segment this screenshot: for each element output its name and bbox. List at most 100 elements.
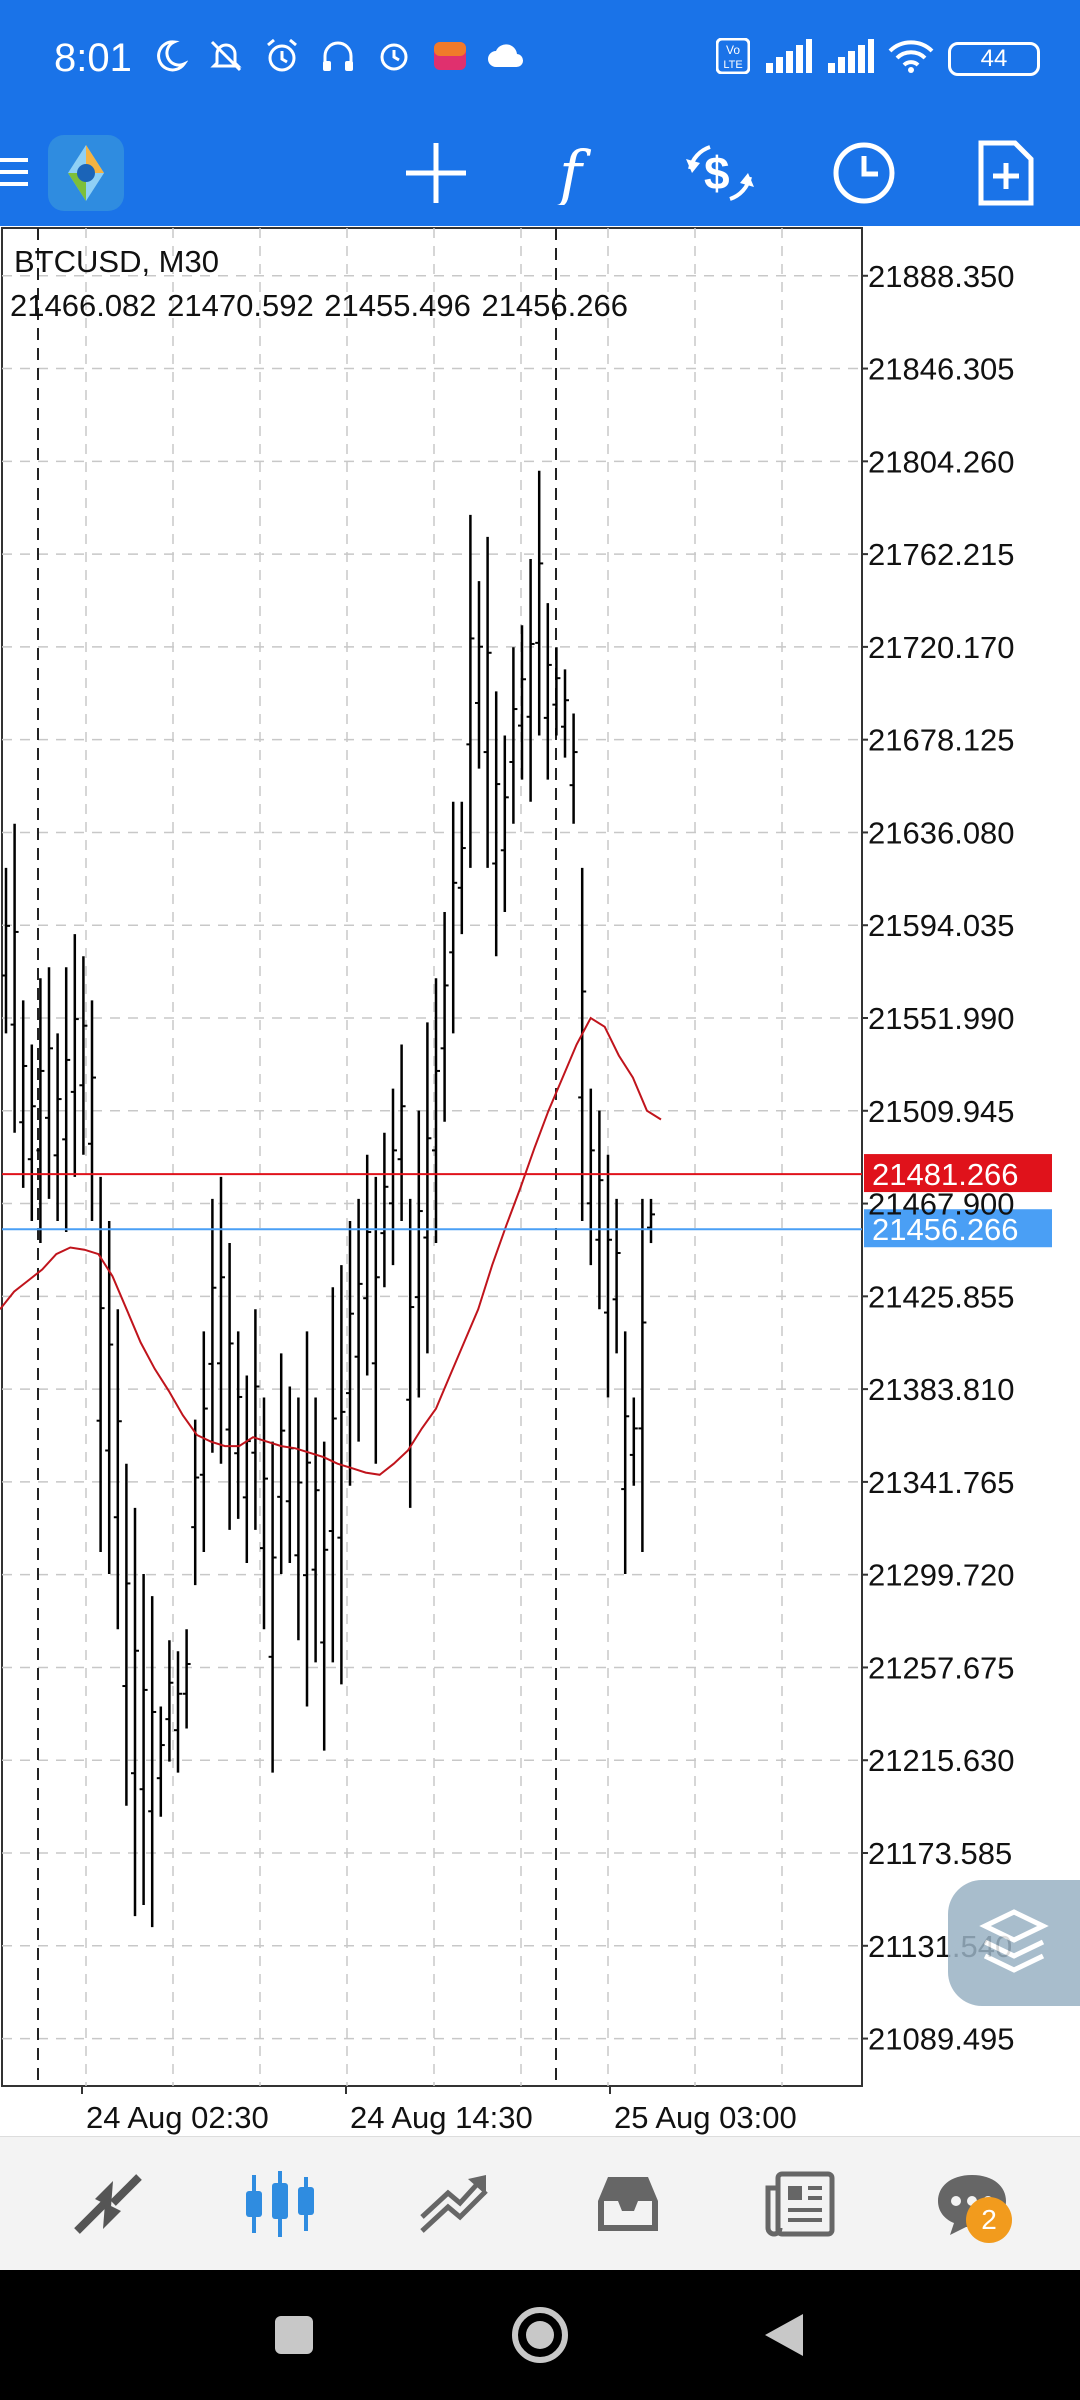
ohlc-bar [389,1088,397,1266]
ohlc-bar [10,823,19,1133]
ohlc-bar [432,978,440,1244]
muted-bell-icon [206,36,246,76]
ohlc-bar [500,735,509,913]
ohlc-bar [621,1331,630,1575]
ohlc-bar [88,1000,96,1221]
volte-icon: Vo LTE [715,37,751,79]
price-lines: 21481.266 21456.266 [2,1154,1052,1248]
ohlc-bar [328,1287,337,1663]
ask-price-tag [864,1154,1052,1193]
price-tick-label: 21215.630 [868,1743,1015,1778]
ohlc-bar [346,1220,354,1486]
ohlc-bar [53,1033,62,1221]
status-icons [150,36,526,76]
chart-grid [1,227,868,2087]
ohlc-bar [174,1651,182,1773]
bid-price-tag [864,1209,1052,1248]
ohlc-bar [552,647,561,736]
ohlc-bar [337,1265,346,1685]
floating-assistant-button[interactable] [948,1880,1080,2006]
ohlc-bar [148,1596,157,1928]
ohlc-bar [380,1132,389,1288]
price-axis: 21888.350 21846.305 21804.260 21762.215 2172… [868,259,1015,2057]
ohlc-bar [96,1176,105,1552]
price-tick-label: 21594.035 [868,908,1015,943]
ohlc-bar [294,1397,303,1641]
recents-button[interactable] [234,2270,354,2400]
svg-text:LTE: LTE [723,59,742,71]
price-tick-label: 21720.170 [868,630,1015,665]
moving-average-line [0,1016,662,1476]
chart-ohlc-values: 21466.082 21470.592 21455.496 21456.266 [10,288,628,323]
ohlc-bar [371,1176,380,1464]
battery-icon: 44 [948,41,1040,76]
time-axis: 24 Aug 02:30 24 Aug 14:30 25 Aug 03:00 [81,2086,797,2135]
time-tick-label: 24 Aug 14:30 [350,2100,533,2135]
ohlc-bar [612,1198,621,1354]
menu-icon[interactable] [0,146,30,196]
nav-history[interactable] [558,2137,698,2271]
ohlc-bar [440,912,449,1122]
ohlc-bar [2,867,10,1034]
home-button[interactable] [480,2270,600,2400]
ohlc-bar [139,1574,148,1906]
period-separators [37,228,557,2086]
price-tick-label: 21299.720 [868,1558,1015,1593]
ohlc-bar [457,801,466,935]
price-tick-label: 21888.350 [868,259,1015,294]
nav-trade[interactable] [384,2137,524,2271]
ohlc-bar [242,1375,251,1564]
lazada-icon [430,36,470,76]
ohlc-bar [131,1507,139,1917]
price-tick-label: 21509.945 [868,1094,1015,1129]
nav-news[interactable] [730,2137,870,2271]
ohlc-bar [475,581,483,769]
ohlc-bars [2,470,655,1928]
trade-button[interactable]: $ [670,120,770,226]
chart-area[interactable]: 21481.266 21456.266 21888.350 21846.305 218… [0,226,1080,2136]
ohlc-bar [156,1706,165,1817]
square-icon [275,2316,313,2354]
price-tick-label: 21636.080 [868,815,1015,850]
price-tick-label: 21383.810 [868,1372,1015,1407]
price-tick-label: 21846.305 [868,352,1015,387]
ohlc-bar [492,691,501,957]
ohlc-bar [165,1640,174,1762]
ohlc-bar [199,1331,208,1552]
ohlc-bar [225,1243,234,1530]
back-button[interactable] [724,2270,844,2400]
nav-chart[interactable] [210,2137,350,2271]
ohlc-bar [45,967,53,1199]
nav-quotes[interactable] [38,2137,178,2271]
back-triangle-icon [765,2314,803,2356]
ohlc-bar [518,625,526,780]
ohlc-bar [526,558,535,802]
ohlc-bar [397,1044,406,1221]
signal-icon-2 [826,39,874,78]
ohlc-bar [36,978,45,1244]
price-tick-label: 21804.260 [868,444,1015,479]
quotes-icon [74,2174,142,2234]
ohlc-bar [113,1309,122,1630]
ohlc-bar [466,514,475,868]
ohlc-bar [27,1044,36,1221]
cloud-icon [486,36,526,76]
new-order-button[interactable] [956,120,1056,226]
price-tick-label: 21173.585 [868,1836,1012,1871]
chart-symbol-title: BTCUSD, M30 [14,244,219,279]
chart-icon [246,2171,314,2237]
bid-price-label: 21456.266 [872,1212,1019,1247]
period-button[interactable] [814,120,914,226]
alarm-icon [262,36,302,76]
ohlc-bar [483,536,492,868]
ohlc-bar [268,1441,277,1773]
ohlc-bar [561,669,569,758]
indicators-button[interactable]: f [528,120,628,226]
crosshair-button[interactable] [386,120,486,226]
nav-messages[interactable]: 2 [902,2137,1042,2271]
time-tick-label: 25 Aug 03:00 [614,2100,797,2135]
price-tick-label: 21425.855 [868,1279,1015,1314]
ohlc-bar [638,1198,647,1552]
ohlc-bar [285,1386,294,1564]
